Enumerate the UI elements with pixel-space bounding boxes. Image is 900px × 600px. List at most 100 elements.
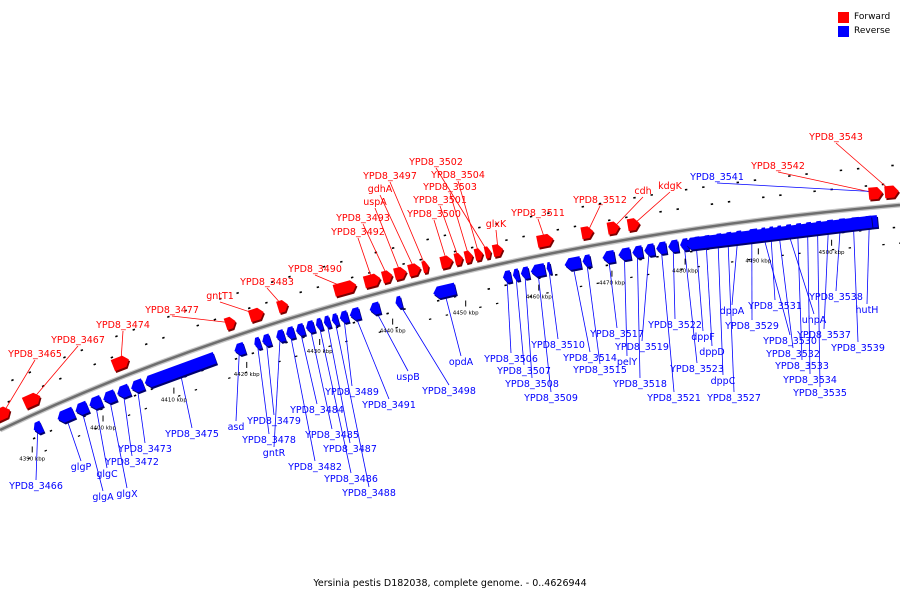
gene-arrow-YPD8_3512[interactable] bbox=[580, 226, 594, 240]
tick-dash bbox=[77, 434, 81, 437]
gene-arrow-gntT1[interactable] bbox=[247, 307, 264, 323]
gene-label: YPD8_3542 bbox=[750, 161, 805, 172]
gene-label: YPD8_3491 bbox=[361, 400, 416, 411]
gene-arrow-YPD8_3491[interactable] bbox=[349, 306, 362, 321]
legend-reverse-label: Reverse bbox=[854, 26, 891, 36]
gene-label: YPD8_3474 bbox=[95, 320, 150, 331]
tick-dash bbox=[328, 345, 331, 348]
gene-arrow-cdh[interactable] bbox=[606, 221, 620, 235]
gene-arrow-YPD8_3502[interactable] bbox=[483, 246, 492, 259]
gene-arrow-YPD8_3466[interactable] bbox=[33, 420, 45, 434]
gene-arrow-YPD8_3503[interactable] bbox=[463, 250, 473, 264]
gene-arrow-glxK[interactable] bbox=[491, 244, 504, 258]
gene-arrow-YPD8_3493[interactable] bbox=[380, 270, 393, 284]
gene-arrow-YPD8_3486[interactable] bbox=[315, 317, 324, 331]
gene-arrow-glgX[interactable] bbox=[103, 389, 118, 404]
gene-arrow-YPD8_3492[interactable] bbox=[362, 273, 381, 289]
tick-dash bbox=[244, 371, 248, 374]
gene-arrow-YPD8_3506[interactable] bbox=[502, 270, 513, 283]
gene-arrow-YPD8_3518[interactable] bbox=[632, 245, 644, 259]
genome-caption: Yersinia pestis D182038, complete genome… bbox=[313, 578, 587, 589]
gene-arrow-YPD8_3488[interactable] bbox=[331, 313, 340, 326]
gene-arrow-glgP[interactable] bbox=[57, 406, 76, 423]
gene-label: cdh bbox=[634, 186, 651, 197]
gene-arrow-YPD8_3504[interactable] bbox=[473, 248, 483, 262]
gene-arrow-YPD8_3542[interactable] bbox=[868, 186, 883, 200]
gene-arrow-YPD8_3487[interactable] bbox=[323, 315, 332, 328]
gene-arrow-YPD8_3497[interactable] bbox=[421, 260, 429, 274]
tick-dash bbox=[44, 449, 48, 452]
tick-dash bbox=[32, 437, 36, 440]
gene-label: YPD8_3510 bbox=[530, 340, 585, 351]
leader-line bbox=[770, 232, 776, 301]
gene-arrow-pelY[interactable] bbox=[618, 247, 632, 261]
gene-arrow-YPD8_3541[interactable] bbox=[685, 215, 873, 250]
gene-arrow-YPD8_3510[interactable] bbox=[546, 261, 552, 275]
gene-arrow-YPD8_3509[interactable] bbox=[530, 263, 546, 277]
gene-arrow-gdhA[interactable] bbox=[407, 263, 421, 277]
leader-line bbox=[2, 359, 36, 414]
gene-arrow-YPD8_3501[interactable] bbox=[453, 252, 463, 266]
gene-arrow-YPD8_3519[interactable] bbox=[644, 243, 656, 257]
gene-arrow-YPD8_3484[interactable] bbox=[296, 323, 306, 336]
leader-line bbox=[636, 252, 641, 379]
gene-label: glgA bbox=[92, 492, 114, 503]
leader-line bbox=[672, 246, 676, 320]
gene-label: gdhA bbox=[368, 184, 393, 195]
gene-arrow-YPD8_3543[interactable] bbox=[884, 185, 899, 199]
kbp-tick-label: 4480 kbp bbox=[672, 269, 698, 275]
gene-arrow-YPD8_3511[interactable] bbox=[536, 233, 554, 248]
gene-arrow-YPD8_3472[interactable] bbox=[117, 383, 132, 398]
leader-line bbox=[835, 142, 893, 192]
gene-arrow-YPD8_3514[interactable] bbox=[564, 256, 582, 271]
gene-arrow-uspB[interactable] bbox=[369, 301, 382, 315]
gene-arrow-YPD8_3489[interactable] bbox=[339, 310, 350, 324]
gene-arrow-YPD8_3482[interactable] bbox=[286, 326, 296, 339]
gene-arrow-YPD8_3521[interactable] bbox=[656, 241, 668, 255]
tick-dash bbox=[288, 275, 291, 278]
gene-arrow-YPD8_3465[interactable] bbox=[0, 406, 11, 422]
gene-arrow-kdgK[interactable] bbox=[626, 218, 640, 232]
gene-arrow-glgC[interactable] bbox=[89, 394, 104, 410]
gene-arrow-YPD8_3477[interactable] bbox=[223, 316, 236, 331]
gene-arrow-YPD8_3490[interactable] bbox=[332, 280, 357, 297]
gene-label: YPD8_3488 bbox=[341, 488, 396, 499]
forward-swatch bbox=[838, 11, 849, 23]
gene-label: YPD8_3506 bbox=[483, 354, 538, 365]
gene-arrow-YPD8_3522[interactable] bbox=[668, 239, 680, 253]
gene-arrow-uspA[interactable] bbox=[393, 266, 407, 281]
gene-arrow-YPD8_3485[interactable] bbox=[306, 320, 316, 333]
gene-label: YPD8_3483 bbox=[239, 277, 294, 288]
leader-line bbox=[31, 345, 79, 400]
gene-arrow-YPD8_3478[interactable] bbox=[254, 336, 263, 350]
gene-arrow-YPD8_3507[interactable] bbox=[512, 268, 521, 281]
gene-arrow-YPD8_3517[interactable] bbox=[602, 250, 616, 264]
gene-arrow-YPD8_3473[interactable] bbox=[131, 378, 146, 393]
gene-arrow-YPD8_3508[interactable] bbox=[520, 266, 531, 280]
gene-label: YPD8_3514 bbox=[562, 353, 617, 364]
leader-line bbox=[823, 225, 829, 330]
gene-arrow-glgA[interactable] bbox=[75, 400, 90, 415]
gene-label: YPD8_3532 bbox=[765, 349, 820, 360]
legend-forward: Forward bbox=[838, 10, 890, 24]
gene-arrow-YPD8_3515[interactable] bbox=[582, 254, 592, 267]
gene-arrow-gntR[interactable] bbox=[276, 329, 286, 343]
gene-arrow-YPD8_3483[interactable] bbox=[276, 300, 288, 314]
gene-arrow-YPD8_3498[interactable] bbox=[395, 295, 404, 309]
gene-arrow-YPD8_3479[interactable] bbox=[262, 333, 273, 347]
tick-dash bbox=[445, 314, 449, 316]
tick-dash bbox=[167, 315, 170, 318]
gene-arrow-YPD8_3467[interactable] bbox=[21, 392, 41, 409]
gene-arrow-YPD8_3475[interactable] bbox=[144, 352, 217, 388]
gene-arrow-asd[interactable] bbox=[234, 341, 247, 356]
leader-line bbox=[398, 302, 450, 386]
leader-line bbox=[537, 270, 552, 393]
gene-arrow-opdA[interactable] bbox=[433, 282, 457, 299]
leader-line bbox=[265, 340, 275, 416]
tick-dash bbox=[436, 299, 440, 302]
leader-line bbox=[362, 223, 388, 277]
gene-arrow-YPD8_3474[interactable] bbox=[110, 355, 129, 372]
gene-arrow-YPD8_3523[interactable] bbox=[680, 238, 689, 251]
gene-arrow-YPD8_3500[interactable] bbox=[439, 255, 453, 269]
